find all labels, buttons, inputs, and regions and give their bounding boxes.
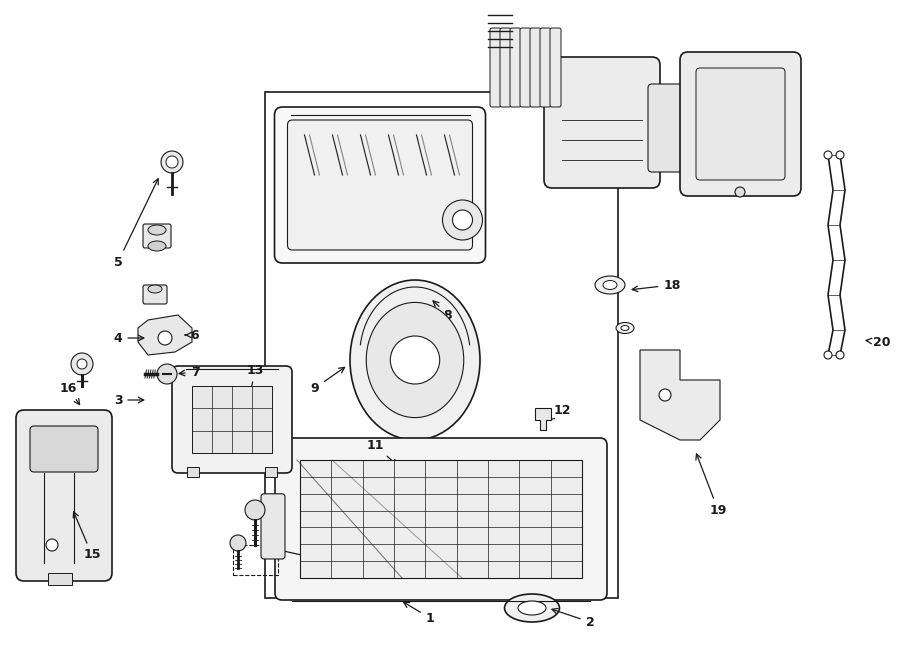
Ellipse shape xyxy=(148,225,166,235)
FancyBboxPatch shape xyxy=(520,28,531,107)
Ellipse shape xyxy=(621,326,629,330)
Circle shape xyxy=(77,359,87,369)
Circle shape xyxy=(824,151,832,159)
Text: 5: 5 xyxy=(113,179,158,269)
Polygon shape xyxy=(138,315,192,355)
Bar xyxy=(187,467,199,477)
Text: 14: 14 xyxy=(274,547,324,565)
Text: 19: 19 xyxy=(696,454,726,516)
Circle shape xyxy=(245,500,265,520)
Text: 1: 1 xyxy=(403,602,435,624)
Circle shape xyxy=(230,535,246,551)
FancyBboxPatch shape xyxy=(143,285,167,304)
Circle shape xyxy=(443,200,482,240)
Text: 2: 2 xyxy=(552,608,594,628)
Bar xyxy=(192,386,272,453)
FancyBboxPatch shape xyxy=(680,52,801,196)
Circle shape xyxy=(824,351,832,359)
Circle shape xyxy=(166,156,178,168)
Polygon shape xyxy=(640,350,720,440)
Ellipse shape xyxy=(148,241,166,251)
Text: 17: 17 xyxy=(550,109,577,144)
Text: 16: 16 xyxy=(59,381,79,404)
Ellipse shape xyxy=(595,276,625,294)
Text: 9: 9 xyxy=(310,367,345,395)
Circle shape xyxy=(161,151,183,173)
Circle shape xyxy=(659,389,671,401)
Text: 10: 10 xyxy=(379,354,410,367)
Text: 11: 11 xyxy=(366,438,397,465)
Ellipse shape xyxy=(603,281,617,289)
FancyBboxPatch shape xyxy=(274,107,485,263)
Circle shape xyxy=(71,353,93,375)
Text: 12: 12 xyxy=(548,404,571,420)
Circle shape xyxy=(836,151,844,159)
Bar xyxy=(48,573,72,585)
Bar xyxy=(265,92,618,598)
Circle shape xyxy=(836,351,844,359)
FancyBboxPatch shape xyxy=(30,426,98,472)
Ellipse shape xyxy=(518,601,546,615)
Circle shape xyxy=(158,331,172,345)
Bar xyxy=(265,467,277,477)
FancyBboxPatch shape xyxy=(287,120,472,250)
Circle shape xyxy=(735,187,745,197)
FancyBboxPatch shape xyxy=(490,28,501,107)
FancyBboxPatch shape xyxy=(544,57,660,188)
Circle shape xyxy=(157,364,177,384)
FancyBboxPatch shape xyxy=(261,494,285,559)
FancyBboxPatch shape xyxy=(696,68,785,180)
FancyBboxPatch shape xyxy=(550,28,561,107)
FancyBboxPatch shape xyxy=(143,224,171,248)
Polygon shape xyxy=(535,408,551,430)
Text: 3: 3 xyxy=(113,393,144,406)
FancyBboxPatch shape xyxy=(275,438,607,600)
Ellipse shape xyxy=(616,322,634,334)
Ellipse shape xyxy=(350,280,480,440)
Ellipse shape xyxy=(505,594,560,622)
Bar xyxy=(300,460,582,578)
Ellipse shape xyxy=(391,336,440,384)
Text: 7: 7 xyxy=(179,365,200,379)
FancyBboxPatch shape xyxy=(648,84,694,172)
Ellipse shape xyxy=(366,303,464,418)
FancyBboxPatch shape xyxy=(540,28,551,107)
Text: 6: 6 xyxy=(185,328,199,342)
Text: 15: 15 xyxy=(73,512,101,561)
Text: 4: 4 xyxy=(113,332,144,344)
FancyBboxPatch shape xyxy=(16,410,112,581)
Text: 13: 13 xyxy=(244,363,264,416)
FancyBboxPatch shape xyxy=(510,28,521,107)
FancyBboxPatch shape xyxy=(530,28,541,107)
Text: 8: 8 xyxy=(433,301,453,322)
FancyBboxPatch shape xyxy=(172,366,292,473)
Ellipse shape xyxy=(148,285,162,293)
Circle shape xyxy=(46,539,58,551)
Text: 18: 18 xyxy=(632,279,680,292)
Bar xyxy=(233,545,278,575)
FancyBboxPatch shape xyxy=(500,28,511,107)
Text: 20: 20 xyxy=(866,336,891,348)
Circle shape xyxy=(453,210,472,230)
